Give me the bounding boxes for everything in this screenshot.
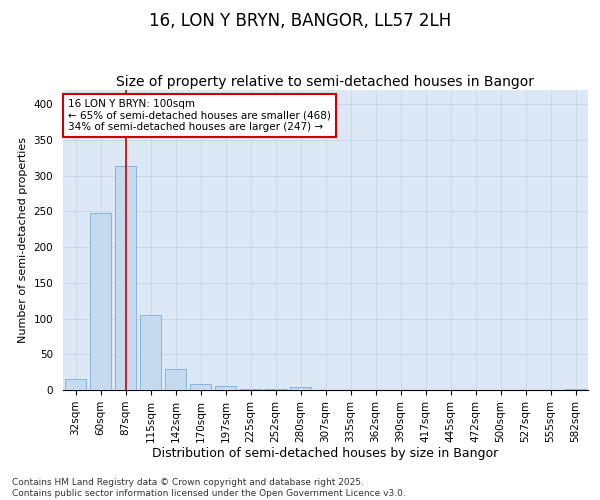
Bar xyxy=(90,213,111,390)
Text: Contains HM Land Registry data © Crown copyright and database right 2025.
Contai: Contains HM Land Registry data © Crown c… xyxy=(12,478,406,498)
Text: 16, LON Y BRYN, BANGOR, LL57 2LH: 16, LON Y BRYN, BANGOR, LL57 2LH xyxy=(149,12,451,30)
Y-axis label: Number of semi-detached properties: Number of semi-detached properties xyxy=(18,137,28,343)
Bar xyxy=(190,384,211,390)
Bar xyxy=(215,386,236,390)
Bar xyxy=(240,388,261,390)
Bar xyxy=(290,387,311,390)
Bar xyxy=(140,315,161,390)
Bar xyxy=(165,370,186,390)
Bar xyxy=(265,388,286,390)
Bar xyxy=(65,380,86,390)
Title: Size of property relative to semi-detached houses in Bangor: Size of property relative to semi-detach… xyxy=(116,75,535,89)
Bar xyxy=(115,166,136,390)
X-axis label: Distribution of semi-detached houses by size in Bangor: Distribution of semi-detached houses by … xyxy=(152,448,499,460)
Text: 16 LON Y BRYN: 100sqm
← 65% of semi-detached houses are smaller (468)
34% of sem: 16 LON Y BRYN: 100sqm ← 65% of semi-deta… xyxy=(68,99,331,132)
Bar xyxy=(565,388,586,390)
